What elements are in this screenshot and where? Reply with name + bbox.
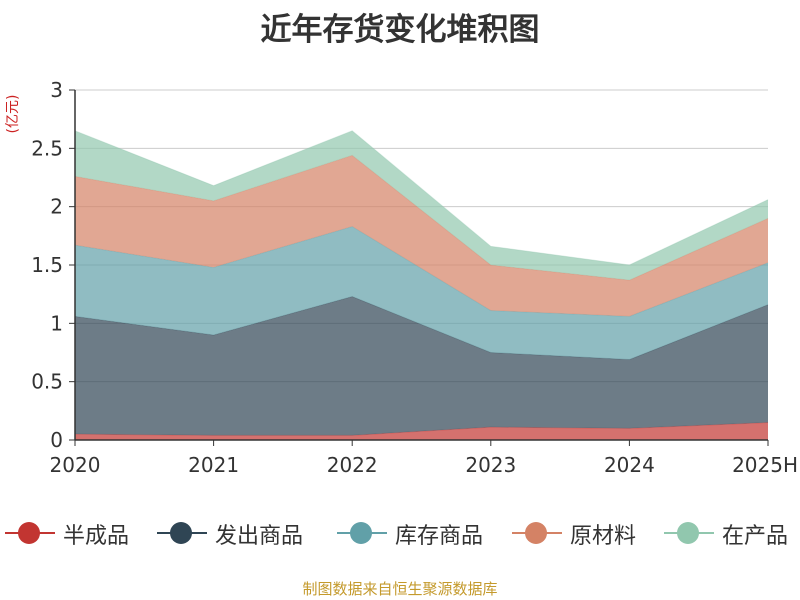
y-tick-label: 2.5 bbox=[31, 136, 63, 160]
y-tick-label: 1.5 bbox=[31, 253, 63, 277]
legend-label: 库存商品 bbox=[395, 524, 484, 549]
data-source-note: 制图数据来自恒生聚源数据库 bbox=[302, 580, 498, 598]
x-tick-label: 2023 bbox=[465, 453, 516, 477]
y-tick-label: 0 bbox=[50, 428, 63, 452]
chart-title: 近年存货变化堆积图 bbox=[260, 12, 540, 48]
legend-dot-marker bbox=[170, 522, 192, 544]
series-line-4 bbox=[74, 130, 769, 266]
chart-legend: 半成品 发出商品 库存商品 原材料 在产品 bbox=[0, 516, 800, 550]
x-tick-label: 2020 bbox=[50, 453, 101, 477]
y-tick-label: 0.5 bbox=[31, 370, 63, 394]
area-series-3 bbox=[75, 155, 768, 317]
legend-dot-marker bbox=[18, 522, 40, 544]
legend-label: 在产品 bbox=[722, 524, 789, 549]
y-tick-label: 2 bbox=[50, 195, 63, 219]
y-tick-label: 1 bbox=[50, 311, 63, 335]
x-tick-label: 2021 bbox=[188, 453, 239, 477]
legend-dot-marker bbox=[350, 522, 372, 544]
legend-dot-marker bbox=[525, 522, 547, 544]
x-tick-label: 2025H bbox=[732, 453, 798, 477]
legend-label: 发出商品 bbox=[215, 524, 304, 549]
legend-label: 原材料 bbox=[570, 524, 637, 549]
legend-dot-marker bbox=[677, 522, 699, 544]
y-tick-label: 3 bbox=[50, 78, 63, 102]
legend-label: 半成品 bbox=[63, 524, 130, 549]
area-series-1 bbox=[75, 296, 768, 436]
area-series-4 bbox=[75, 130, 768, 281]
area-series-2 bbox=[75, 226, 768, 360]
x-tick-label: 2022 bbox=[327, 453, 378, 477]
x-tick-label: 2024 bbox=[604, 453, 655, 477]
